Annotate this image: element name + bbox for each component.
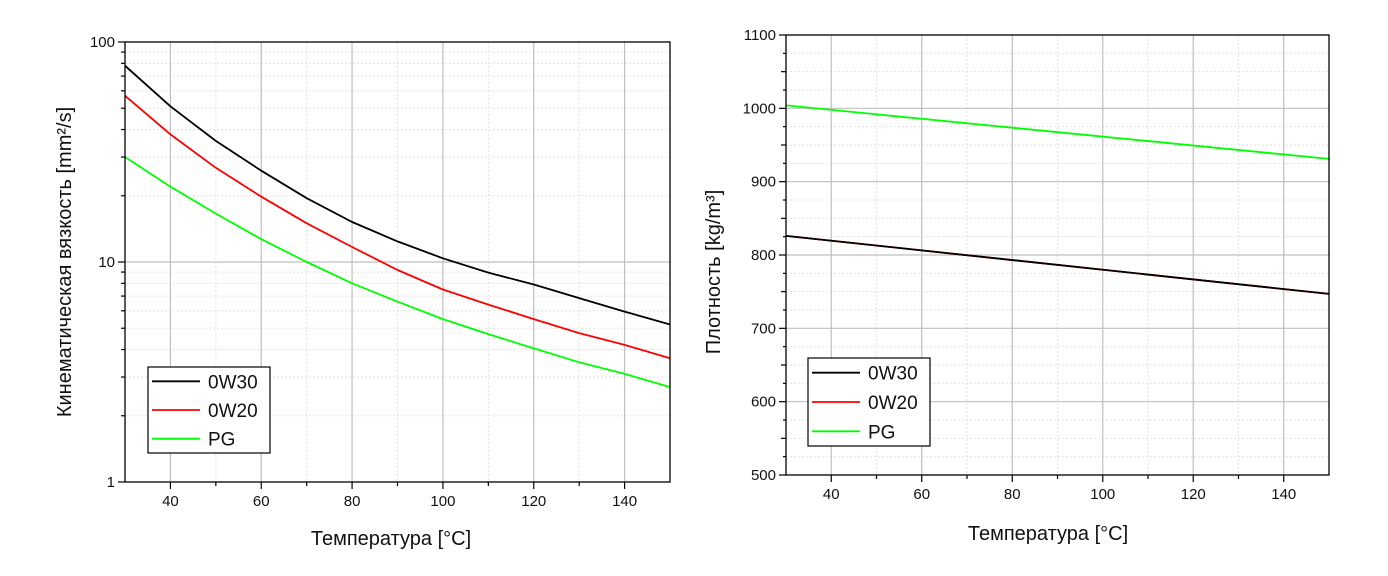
y-tick-label: 600 <box>751 394 776 411</box>
y-tick-label: 1 <box>107 474 115 491</box>
x-tick-label: 80 <box>1004 486 1021 503</box>
series-line-0w20 <box>124 95 671 360</box>
y-tick-label: 10 <box>98 254 115 271</box>
legend-label: 0W30 <box>868 364 918 385</box>
viscosity-legend: 0W30 0W20 PG <box>147 366 271 454</box>
density-chart: 500 600 700 800 900 1000 1100 40 60 80 100 120 140 Т… <box>703 27 1330 545</box>
viscosity-series-layer <box>124 65 671 388</box>
series-line-pg <box>785 104 1330 160</box>
legend-label: 0W30 <box>208 372 258 393</box>
density-x-axis-title: Температура [°C] <box>968 523 1128 545</box>
viscosity-ticks <box>118 41 626 489</box>
y-tick-label: 1000 <box>743 100 776 117</box>
y-tick-label: 700 <box>751 320 776 337</box>
legend-label: 0W20 <box>868 393 918 414</box>
y-tick-label: 100 <box>90 34 115 51</box>
x-tick-label: 40 <box>823 486 840 503</box>
x-tick-label: 140 <box>612 493 637 510</box>
x-tick-label: 60 <box>253 493 270 510</box>
x-tick-label: 100 <box>430 493 455 510</box>
viscosity-minor-grid <box>125 42 670 482</box>
density-major-grid <box>786 35 1329 475</box>
viscosity-tick-labels: 1 10 100 40 60 80 100 120 140 <box>90 34 637 510</box>
series-line-0w30 <box>124 65 671 326</box>
x-tick-label: 140 <box>1271 486 1296 503</box>
density-legend: 0W30 0W20 PG <box>807 357 931 447</box>
y-tick-label: 900 <box>751 174 776 191</box>
series-line-0w30 <box>785 235 1330 295</box>
viscosity-chart: 1 10 100 40 60 80 100 120 140 Температура [°C] К… <box>54 34 671 550</box>
density-series-layer <box>785 104 1330 295</box>
y-tick-label: 800 <box>751 247 776 264</box>
x-tick-label: 40 <box>162 493 179 510</box>
density-ticks <box>779 34 1285 482</box>
density-y-axis-title: Плотность [kg/m³] <box>703 190 725 355</box>
x-tick-label: 120 <box>521 493 546 510</box>
x-tick-label: 80 <box>344 493 361 510</box>
x-tick-label: 60 <box>913 486 930 503</box>
series-line-pg <box>124 156 671 388</box>
viscosity-y-axis-title: Кинематическая вязкость [mm²/s] <box>54 107 76 417</box>
viscosity-major-grid <box>125 42 670 482</box>
legend-label: 0W20 <box>208 401 258 422</box>
density-tick-labels: 500 600 700 800 900 1000 1100 40 60 80 100 120 140 <box>743 27 1297 503</box>
y-tick-label: 500 <box>751 467 776 484</box>
legend-label: PG <box>868 422 895 443</box>
y-tick-label: 1100 <box>744 27 776 44</box>
viscosity-x-axis-title: Температура [°C] <box>311 528 471 550</box>
x-tick-label: 100 <box>1090 486 1115 503</box>
legend-label: PG <box>208 430 235 451</box>
x-tick-label: 120 <box>1181 486 1206 503</box>
